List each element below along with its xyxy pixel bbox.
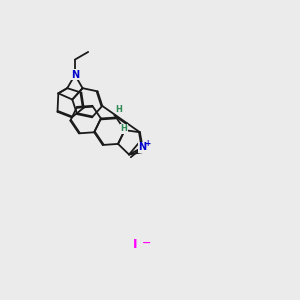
Text: H: H bbox=[115, 105, 122, 114]
Text: +: + bbox=[144, 139, 151, 148]
Text: −: − bbox=[142, 238, 151, 248]
Text: N: N bbox=[139, 142, 147, 152]
Text: I: I bbox=[133, 238, 137, 251]
Text: N: N bbox=[71, 70, 79, 80]
Text: H: H bbox=[120, 124, 127, 133]
